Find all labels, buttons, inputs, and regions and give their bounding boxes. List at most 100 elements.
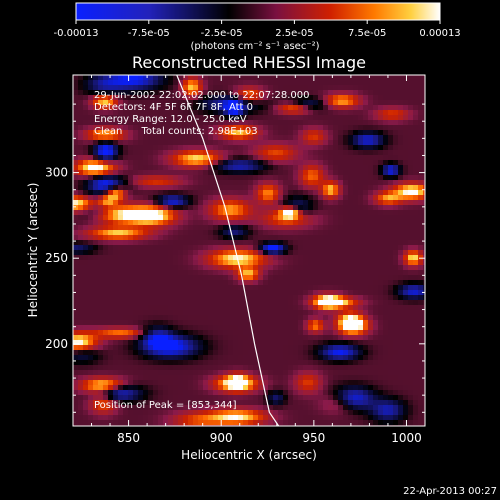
heatmap-cell [348, 335, 353, 340]
heatmap-cell [88, 385, 93, 390]
heatmap-cell [318, 115, 323, 120]
heatmap-cell [208, 125, 213, 130]
heatmap-cell [418, 310, 423, 315]
heatmap-cell [243, 270, 248, 275]
heatmap-cell [343, 215, 348, 220]
heatmap-cell [213, 415, 218, 420]
heatmap-cell [343, 165, 348, 170]
heatmap-cell [203, 405, 208, 410]
heatmap-cell [418, 215, 423, 220]
heatmap-cell [148, 130, 153, 135]
heatmap-cell [208, 325, 213, 330]
heatmap-cell [198, 90, 203, 95]
heatmap-cell [388, 320, 393, 325]
heatmap-cell [208, 305, 213, 310]
heatmap-cell [288, 140, 293, 145]
heatmap-cell [208, 190, 213, 195]
heatmap-cell [223, 240, 228, 245]
heatmap-cell [328, 245, 333, 250]
heatmap-cell [348, 290, 353, 295]
heatmap-cell [173, 330, 178, 335]
heatmap-cell [268, 295, 273, 300]
heatmap-cell [273, 200, 278, 205]
heatmap-cell [193, 375, 198, 380]
heatmap-cell [163, 320, 168, 325]
heatmap-cell [93, 380, 98, 385]
heatmap-cell [338, 210, 343, 215]
heatmap-cell [198, 410, 203, 415]
heatmap-cell [188, 285, 193, 290]
heatmap-cell [173, 240, 178, 245]
heatmap-cell [413, 230, 418, 235]
heatmap-cell [123, 320, 128, 325]
heatmap-cell [403, 115, 408, 120]
heatmap-cell [248, 255, 253, 260]
heatmap-cell [383, 200, 388, 205]
heatmap-cell [273, 145, 278, 150]
heatmap-cell [113, 395, 118, 400]
heatmap-cell [393, 335, 398, 340]
heatmap-cell [373, 370, 378, 375]
heatmap-cell [203, 220, 208, 225]
heatmap-cell [393, 390, 398, 395]
heatmap-cell [148, 285, 153, 290]
heatmap-cell [243, 85, 248, 90]
heatmap-cell [168, 255, 173, 260]
heatmap-cell [338, 190, 343, 195]
heatmap-cell [98, 75, 103, 80]
heatmap-cell [133, 200, 138, 205]
heatmap-cell [378, 190, 383, 195]
heatmap-cell [313, 355, 318, 360]
heatmap-cell [273, 355, 278, 360]
heatmap-cell [393, 90, 398, 95]
heatmap-cell [323, 420, 328, 425]
heatmap-cell [198, 110, 203, 115]
heatmap-cell [238, 75, 243, 80]
heatmap-cell [388, 410, 393, 415]
heatmap-cell [128, 325, 133, 330]
heatmap-cell [273, 275, 278, 280]
heatmap-cell [178, 255, 183, 260]
heatmap-cell [308, 420, 313, 425]
heatmap-cell [108, 385, 113, 390]
heatmap-cell [78, 375, 83, 380]
heatmap-cell [228, 185, 233, 190]
heatmap-cell [173, 130, 178, 135]
heatmap-cell [203, 75, 208, 80]
heatmap-cell [98, 110, 103, 115]
heatmap-cell [118, 215, 123, 220]
heatmap-cell [203, 350, 208, 355]
heatmap-cell [103, 175, 108, 180]
heatmap-cell [413, 105, 418, 110]
heatmap-cell [173, 300, 178, 305]
heatmap-cell [183, 360, 188, 365]
heatmap-cell [393, 120, 398, 125]
heatmap-cell [228, 380, 233, 385]
heatmap-cell [278, 420, 283, 425]
heatmap-cell [353, 290, 358, 295]
heatmap-cell [383, 245, 388, 250]
heatmap-cell [78, 120, 83, 125]
heatmap-cell [368, 175, 373, 180]
heatmap-cell [423, 205, 425, 210]
heatmap-cell [98, 295, 103, 300]
heatmap-cell [358, 270, 363, 275]
heatmap-cell [293, 195, 298, 200]
heatmap-cell [223, 225, 228, 230]
heatmap-cell [388, 270, 393, 275]
heatmap-cell [283, 230, 288, 235]
heatmap-cell [323, 75, 328, 80]
heatmap-cell [408, 85, 413, 90]
heatmap-cell [333, 170, 338, 175]
heatmap-cell [408, 150, 413, 155]
heatmap-cell [263, 350, 268, 355]
heatmap-cell [353, 235, 358, 240]
heatmap-cell [333, 175, 338, 180]
heatmap-cell [278, 180, 283, 185]
heatmap-cell [213, 375, 218, 380]
heatmap-cell [223, 345, 228, 350]
heatmap-cell [403, 415, 408, 420]
heatmap-cell [148, 330, 153, 335]
heatmap-cell [263, 300, 268, 305]
heatmap-cell [388, 130, 393, 135]
